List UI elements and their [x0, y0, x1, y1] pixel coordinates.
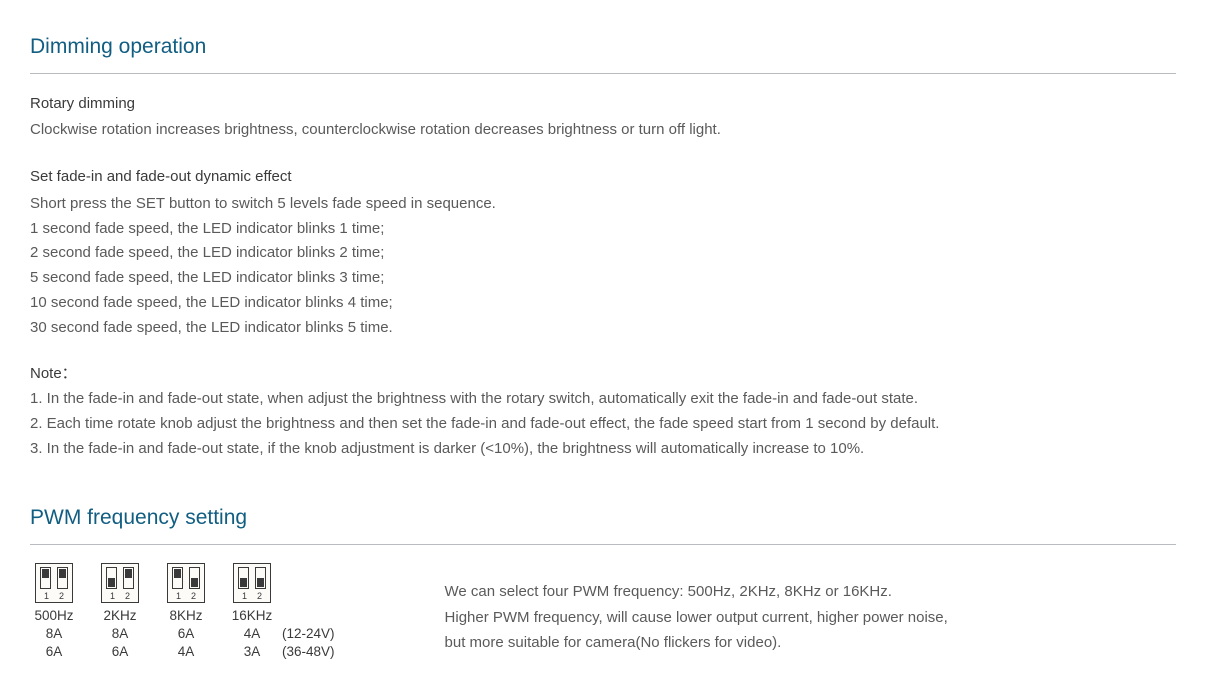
note-2: 2. Each time rotate knob adjust the brig… [30, 412, 1176, 437]
fade-line-5: 30 second fade speed, the LED indicator … [30, 316, 1176, 341]
rotary-heading: Rotary dimming [30, 92, 1176, 117]
dimming-operation-section: Dimming operation Rotary dimming Clockwi… [30, 30, 1176, 461]
rotary-desc: Clockwise rotation increases brightness,… [30, 118, 1176, 143]
dip-freq-label: 500Hz [34, 607, 73, 625]
note-3: 3. In the fade-in and fade-out state, if… [30, 437, 1176, 462]
dip-num-1: 1 [44, 592, 49, 601]
dip-column-500hz: 1 2 500Hz 8A 6A [30, 563, 78, 662]
fade-line-4: 10 second fade speed, the LED indicator … [30, 291, 1176, 316]
rotary-dimming-block: Rotary dimming Clockwise rotation increa… [30, 92, 1176, 144]
dip-num-1: 1 [242, 592, 247, 601]
fade-effect-block: Set fade-in and fade-out dynamic effect … [30, 165, 1176, 340]
dip-amp2-label: 3A [244, 643, 261, 661]
voltage-range-2: (36-48V) [282, 643, 335, 661]
voltage-range-1: (12-24V) [282, 625, 335, 643]
pwm-desc-line-1: We can select four PWM frequency: 500Hz,… [445, 579, 948, 605]
dip-switch-icon: 1 2 [35, 563, 73, 603]
pwm-description: We can select four PWM frequency: 500Hz,… [445, 563, 948, 656]
dip-switch-icon: 1 2 [233, 563, 271, 603]
dip-amp2-label: 6A [46, 643, 63, 661]
dip-num-2: 2 [59, 592, 64, 601]
dip-freq-label: 2KHz [103, 607, 136, 625]
voltage-labels: (12-24V) (36-48V) [282, 563, 335, 661]
fade-intro: Short press the SET button to switch 5 l… [30, 192, 1176, 217]
dip-column-16khz: 1 2 16KHz 4A 3A [228, 563, 276, 662]
dip-amp1-label: 8A [46, 625, 63, 643]
pwm-desc-line-3: but more suitable for camera(No flickers… [445, 630, 948, 656]
section-divider [30, 544, 1176, 545]
section-title: Dimming operation [30, 30, 1176, 65]
dip-num-2: 2 [257, 592, 262, 601]
dip-switch-group: 1 2 500Hz 8A 6A 1 2 [30, 563, 276, 662]
dip-amp1-label: 4A [244, 625, 261, 643]
dip-amp2-label: 6A [112, 643, 129, 661]
dip-amp1-label: 8A [112, 625, 129, 643]
note-block: Note： 1. In the fade-in and fade-out sta… [30, 362, 1176, 461]
fade-line-2: 2 second fade speed, the LED indicator b… [30, 241, 1176, 266]
dip-switch-icon: 1 2 [167, 563, 205, 603]
dip-switch-icon: 1 2 [101, 563, 139, 603]
dip-freq-label: 16KHz [232, 607, 273, 625]
dip-column-2khz: 1 2 2KHz 8A 6A [96, 563, 144, 662]
dip-amp1-label: 6A [178, 625, 195, 643]
dip-column-8khz: 1 2 8KHz 6A 4A [162, 563, 210, 662]
fade-line-1: 1 second fade speed, the LED indicator b… [30, 217, 1176, 242]
dip-num-1: 1 [176, 592, 181, 601]
pwm-desc-line-2: Higher PWM frequency, will cause lower o… [445, 605, 948, 631]
dip-num-2: 2 [125, 592, 130, 601]
fade-heading: Set fade-in and fade-out dynamic effect [30, 165, 1176, 190]
dip-freq-label: 8KHz [169, 607, 202, 625]
pwm-frequency-section: PWM frequency setting 1 2 500Hz 8A 6A [30, 501, 1176, 661]
note-heading: Note： [30, 362, 1176, 387]
pwm-content-row: 1 2 500Hz 8A 6A 1 2 [30, 563, 1176, 662]
dip-amp2-label: 4A [178, 643, 195, 661]
dip-num-2: 2 [191, 592, 196, 601]
section-title: PWM frequency setting [30, 501, 1176, 536]
fade-line-3: 5 second fade speed, the LED indicator b… [30, 266, 1176, 291]
dip-num-1: 1 [110, 592, 115, 601]
note-1: 1. In the fade-in and fade-out state, wh… [30, 387, 1176, 412]
section-divider [30, 73, 1176, 74]
